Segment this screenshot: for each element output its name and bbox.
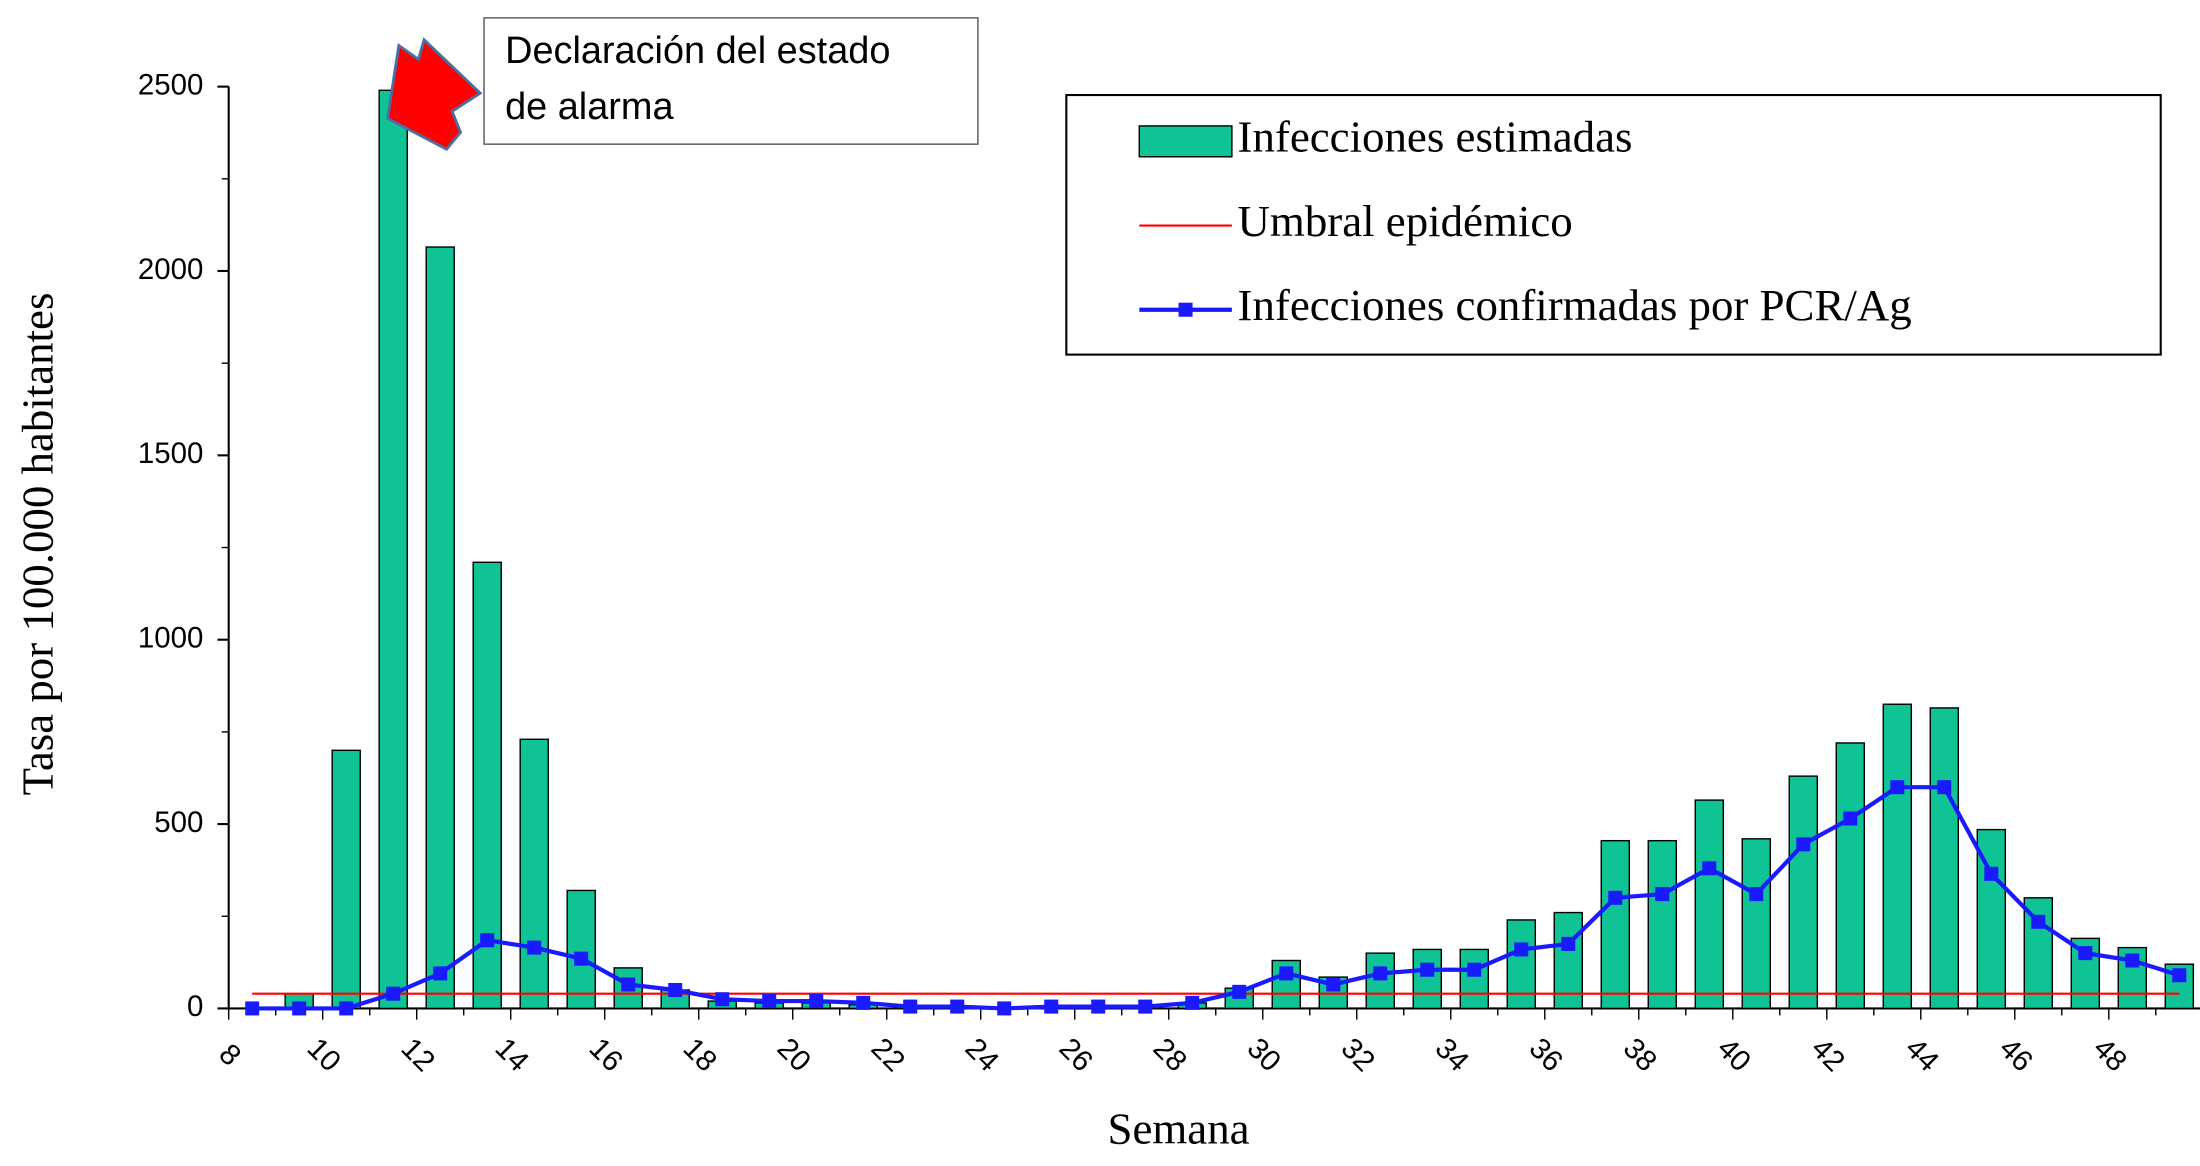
pcr-marker xyxy=(1514,942,1529,957)
y-tick-label: 500 xyxy=(154,806,203,839)
bar xyxy=(1835,742,1866,1010)
pcr-marker xyxy=(1279,966,1294,981)
pcr-marker xyxy=(715,992,730,1007)
legend-box xyxy=(1065,93,2162,356)
pcr-marker xyxy=(621,977,636,992)
bar xyxy=(1506,919,1537,1010)
pcr-marker xyxy=(433,966,448,981)
legend-swatch xyxy=(1138,125,1233,158)
pcr-marker xyxy=(856,995,871,1010)
annotation-text: de alarma xyxy=(505,86,674,128)
bar xyxy=(1459,948,1489,1010)
bar xyxy=(1647,839,1678,1010)
annotation-text: Declaración del estado xyxy=(505,30,890,72)
pcr-marker xyxy=(1890,780,1905,795)
bar xyxy=(566,889,596,1010)
pcr-marker xyxy=(1608,890,1623,905)
pcr-marker xyxy=(1420,962,1435,977)
pcr-marker xyxy=(1561,936,1576,951)
pcr-marker xyxy=(245,1001,260,1016)
pcr-marker xyxy=(1467,962,1482,977)
pcr-marker xyxy=(574,951,589,966)
pcr-marker xyxy=(1796,837,1811,852)
pcr-marker xyxy=(2172,968,2187,983)
pcr-marker xyxy=(2125,953,2140,968)
pcr-marker xyxy=(2078,946,2093,961)
pcr-marker xyxy=(903,999,918,1014)
pcr-marker xyxy=(1326,977,1341,992)
bar xyxy=(1882,703,1913,1010)
pcr-line xyxy=(252,785,2180,1011)
annotation-box xyxy=(483,17,979,145)
bar xyxy=(1553,911,1584,1010)
pcr-marker xyxy=(339,1001,354,1016)
pcr-marker xyxy=(762,994,777,1009)
pcr-marker xyxy=(1138,999,1153,1014)
pcr-marker xyxy=(1937,780,1952,795)
pcr-marker xyxy=(1185,995,1200,1010)
pcr-marker xyxy=(1091,999,1106,1014)
bar xyxy=(1741,838,1772,1010)
bar xyxy=(519,738,549,1010)
bar xyxy=(378,89,408,1010)
pcr-marker xyxy=(386,986,401,1001)
x-axis-label: Semana xyxy=(1108,1104,1250,1154)
bar xyxy=(425,246,455,1010)
y-tick-label: 1000 xyxy=(138,621,204,654)
legend-label: Umbral epidémico xyxy=(1238,196,1573,246)
legend-label: Infecciones estimadas xyxy=(1238,112,1633,162)
y-tick-label: 0 xyxy=(187,990,203,1023)
bar xyxy=(331,749,361,1010)
pcr-marker xyxy=(527,940,542,955)
y-tick-label: 2500 xyxy=(138,68,204,101)
pcr-marker xyxy=(480,933,495,948)
annotation-arrow xyxy=(386,37,483,152)
pcr-marker xyxy=(1655,887,1670,902)
pcr-marker xyxy=(1749,887,1764,902)
legend-label: Infecciones confirmadas por PCR/Ag xyxy=(1238,280,1912,330)
pcr-marker xyxy=(668,982,683,998)
bar xyxy=(1412,948,1442,1010)
y-tick-label: 1500 xyxy=(138,437,204,470)
bar xyxy=(1929,707,1960,1010)
bar xyxy=(1694,799,1725,1010)
legend-swatch-marker xyxy=(1178,302,1193,317)
pcr-marker xyxy=(2031,914,2046,929)
pcr-marker xyxy=(292,1001,307,1016)
bar xyxy=(1365,952,1395,1010)
y-axis-label: Tasa por 100.000 habitantes xyxy=(12,293,62,796)
pcr-marker xyxy=(1984,866,1999,881)
bar xyxy=(1788,775,1819,1010)
pcr-marker xyxy=(1373,966,1388,981)
pcr-marker xyxy=(1702,861,1717,876)
pcr-marker xyxy=(950,999,965,1014)
pcr-marker xyxy=(997,1001,1012,1016)
pcr-marker xyxy=(809,994,824,1009)
bar xyxy=(1600,839,1631,1010)
y-tick-label: 2000 xyxy=(138,253,204,286)
pcr-marker xyxy=(1843,811,1858,826)
pcr-marker xyxy=(1232,984,1247,999)
pcr-marker xyxy=(1044,999,1059,1014)
